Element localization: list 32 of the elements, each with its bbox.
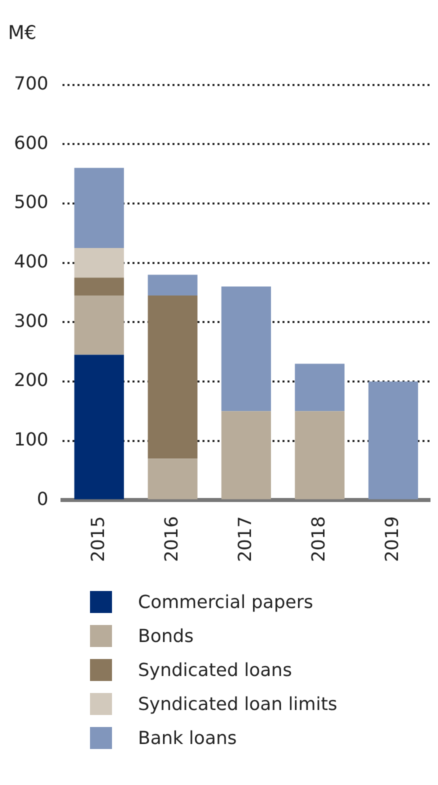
legend-label: Bonds (138, 626, 194, 646)
y-tick-label: 0 (36, 488, 48, 510)
y-tick-label: 200 (14, 370, 48, 392)
legend-label: Commercial papers (138, 592, 314, 612)
legend-label: Syndicated loan limits (138, 694, 338, 714)
x-tick-label: 2015 (88, 516, 109, 562)
y-tick-label: 300 (14, 310, 48, 332)
x-tick-label: 2016 (161, 516, 182, 562)
bar (74, 168, 124, 248)
y-tick-label: 700 (14, 73, 48, 94)
legend-label: Syndicated loans (138, 660, 292, 680)
y-axis-title: M€ (8, 22, 36, 44)
bar (74, 354, 124, 500)
x-tick-label: 2017 (234, 516, 256, 562)
bar (148, 274, 198, 296)
bar (74, 278, 124, 296)
x-tick-label: 2018 (308, 516, 330, 562)
bar (221, 286, 271, 412)
bar (148, 295, 198, 459)
legend-label: Bank loans (138, 728, 237, 748)
y-tick-label: 400 (14, 251, 48, 272)
bar (368, 382, 418, 500)
y-tick-label: 500 (14, 192, 48, 214)
bar (148, 458, 198, 500)
y-tick-label: 100 (14, 430, 48, 451)
y-tick-label: 600 (14, 132, 48, 154)
x-tick-label: 2019 (382, 516, 403, 562)
bar (294, 411, 345, 500)
bar (294, 364, 345, 412)
bar (74, 295, 124, 355)
bar (221, 411, 271, 500)
bar (74, 248, 124, 278)
